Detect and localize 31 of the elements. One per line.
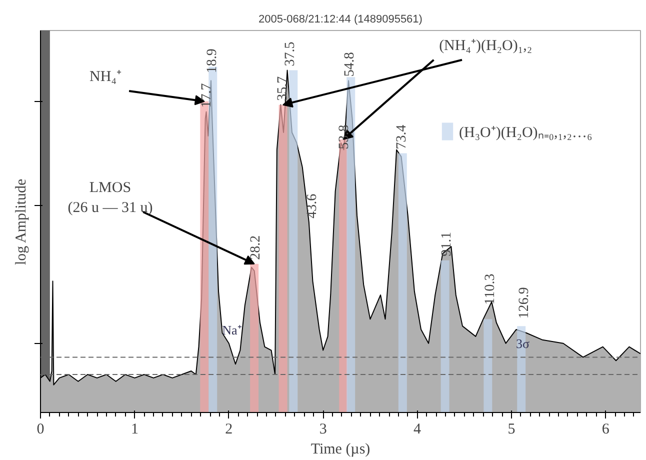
y-axis-title: log Amplitude bbox=[14, 178, 30, 266]
bar bbox=[484, 319, 492, 412]
annotation: 73.4 bbox=[394, 124, 410, 150]
bar bbox=[398, 153, 407, 412]
x-tick-label: 4 bbox=[414, 422, 422, 438]
legend-label: (H₃O⁺)(H₂O)ₙ₌₀,₁,₂…₆ bbox=[459, 124, 592, 142]
annotation: 28.2 bbox=[248, 235, 264, 260]
x-axis-title: Time (µs) bbox=[310, 442, 370, 458]
annotation: NH₄⁺ bbox=[90, 69, 122, 86]
annotation: 18.9 bbox=[204, 48, 220, 74]
annotation: 37.5 bbox=[283, 42, 298, 66]
annotation: 35.7 bbox=[276, 76, 291, 101]
x-tick-label: 2 bbox=[225, 422, 233, 438]
annotation: 53.8 bbox=[336, 124, 352, 150]
x-tick-label: 6 bbox=[602, 422, 610, 438]
annotation: 54.8 bbox=[342, 52, 358, 77]
annotation: 17.7 bbox=[199, 83, 214, 108]
annotation: 3σ bbox=[516, 336, 530, 352]
annotation: 126.9 bbox=[516, 287, 532, 319]
annotation: 43.6 bbox=[304, 194, 320, 218]
annotation: 110.3 bbox=[482, 274, 498, 305]
bar bbox=[440, 260, 450, 412]
chart-title: 2005-068/21:12:44 (1489095561) bbox=[258, 14, 422, 26]
annotation: 91.1 bbox=[440, 232, 455, 256]
annotation: (NH₄⁺)(H₂O)₁,₂ bbox=[439, 38, 532, 54]
annotation: Na⁺ bbox=[222, 322, 242, 338]
x-tick-label: 0 bbox=[36, 422, 44, 438]
x-tick-label: 3 bbox=[319, 422, 327, 438]
x-tick-label: 5 bbox=[508, 422, 516, 438]
x-tick-label: 1 bbox=[130, 422, 138, 438]
annotation: LMOS (26 u — 31 u) bbox=[68, 180, 153, 216]
